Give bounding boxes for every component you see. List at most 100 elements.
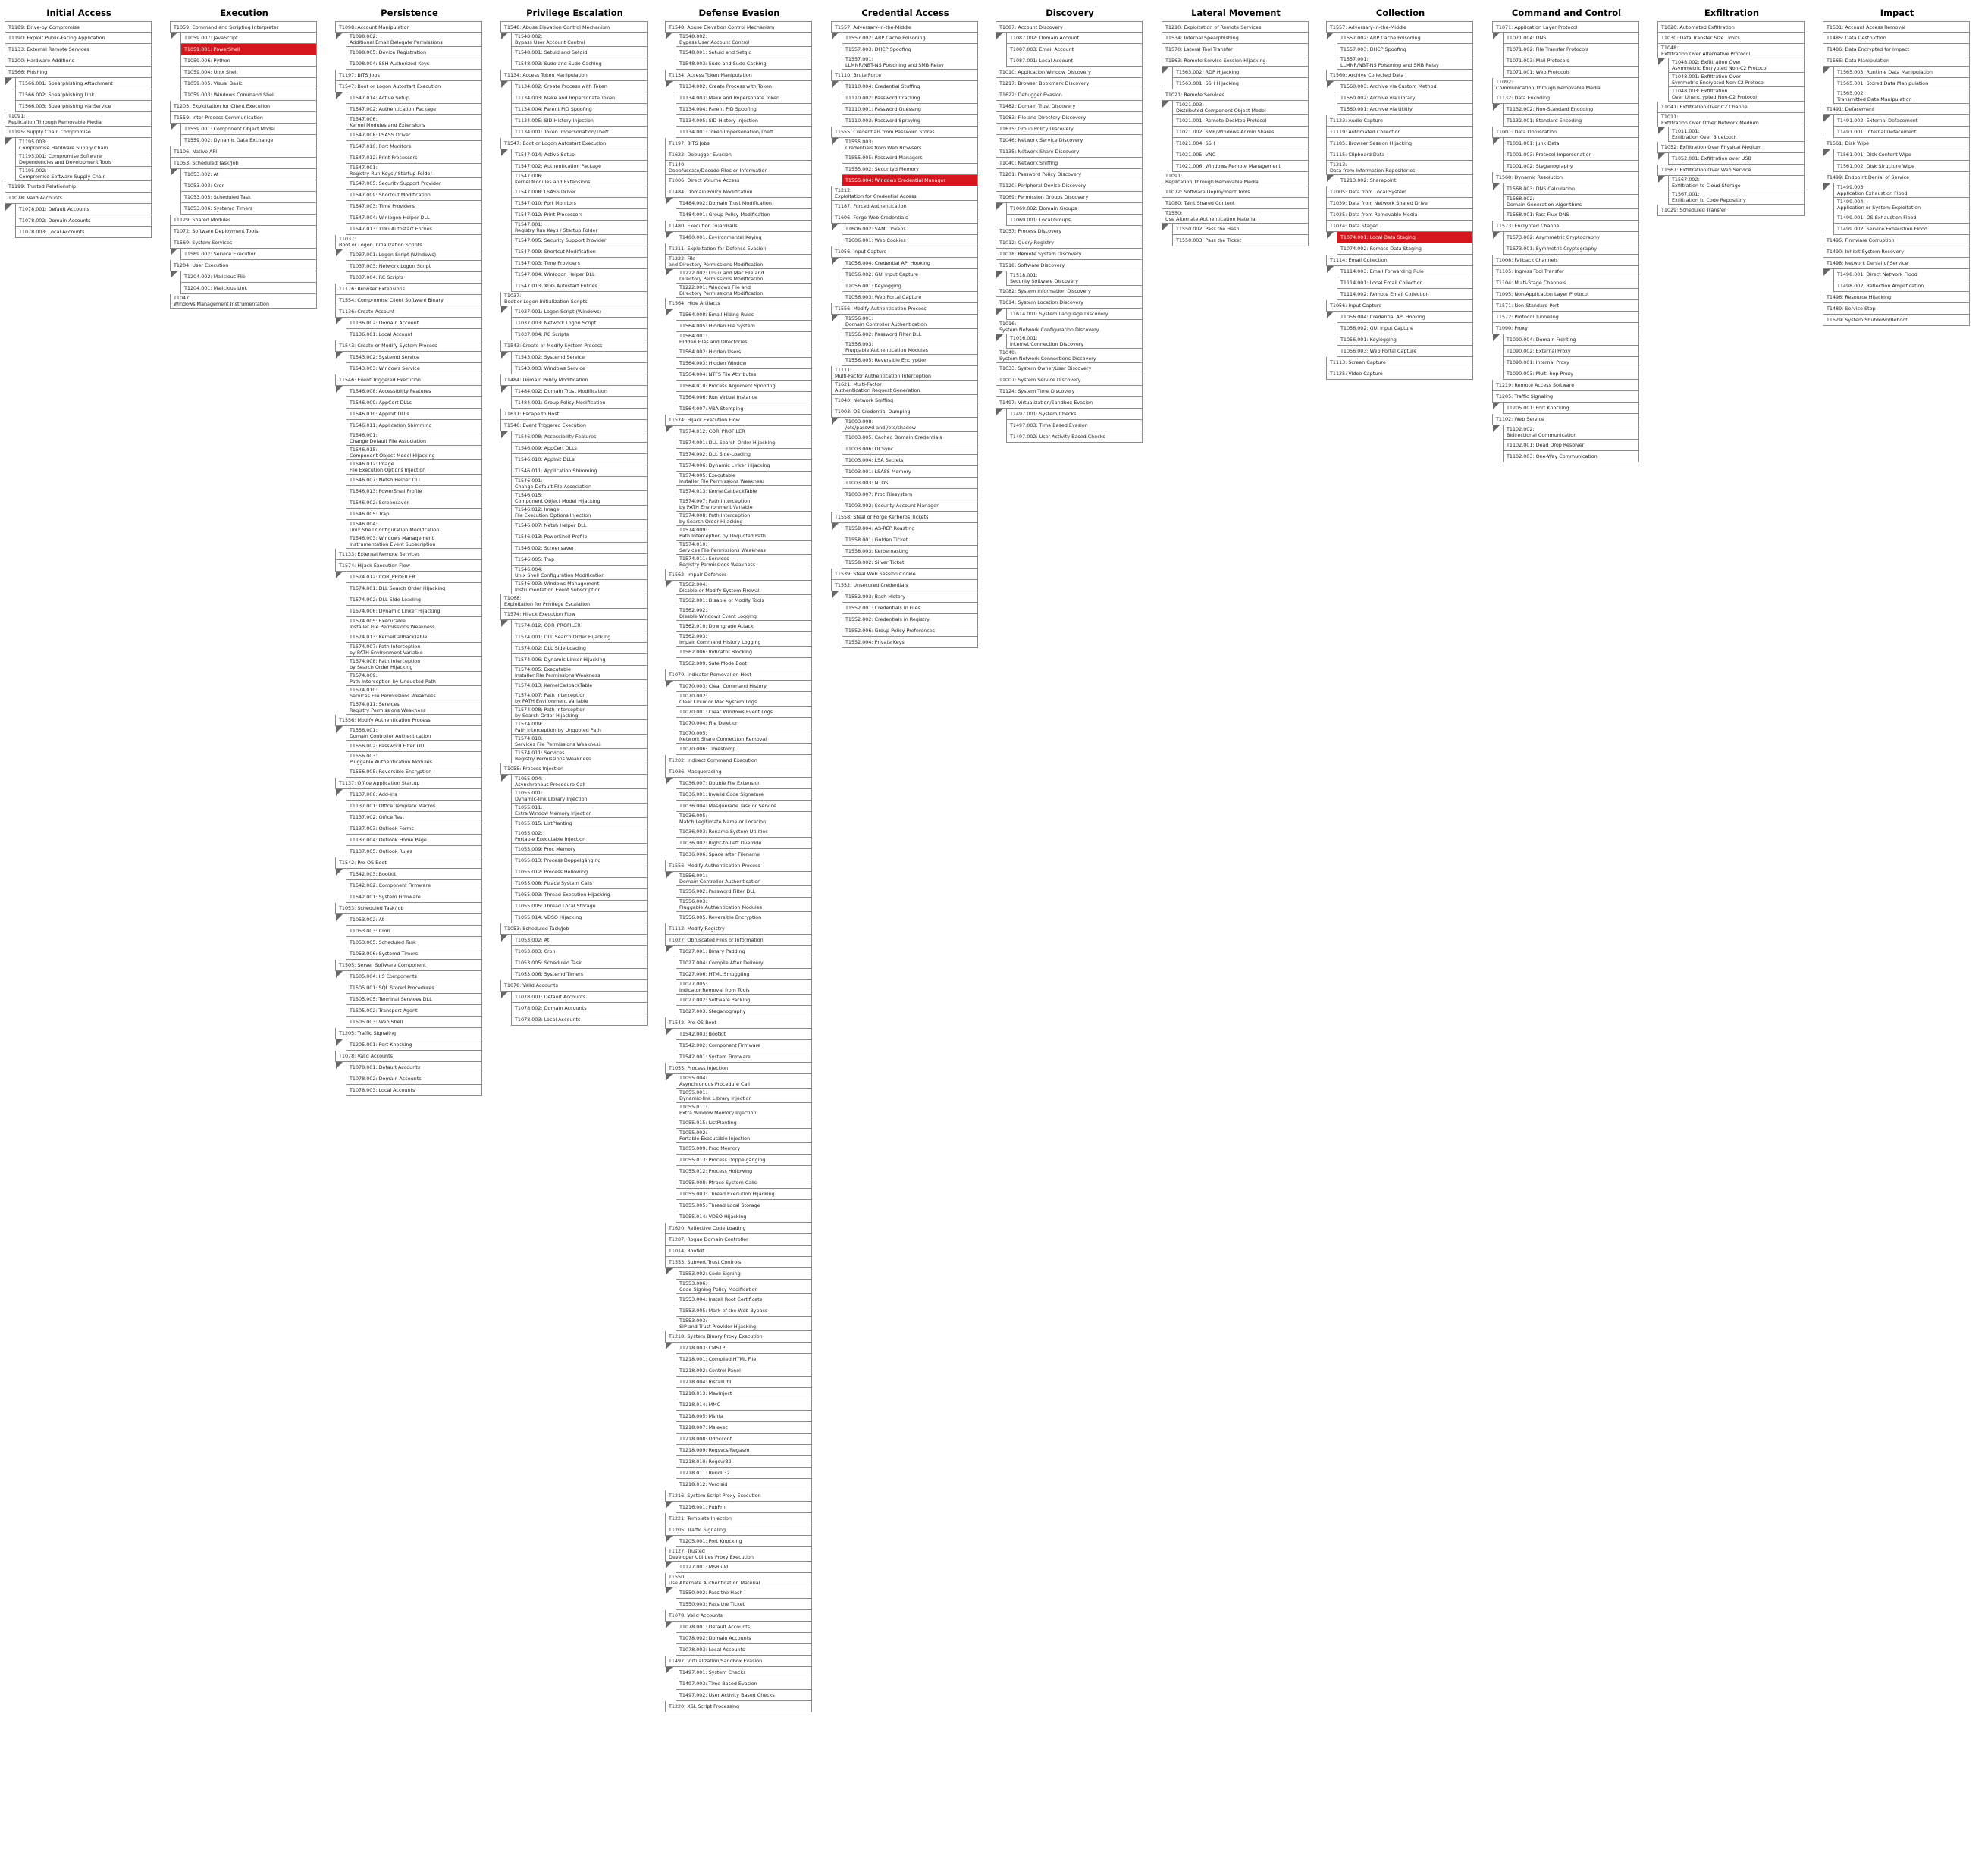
sub-technique-cell[interactable]: T1557.003: DHCP Spoofing [1337,44,1473,55]
sub-technique-cell[interactable]: T1036.003: Rename System Utilities [676,826,812,838]
technique-cell[interactable]: T1190: Exploit Public-Facing Application [5,33,152,44]
sub-technique-cell[interactable]: T1558.002: Silver Ticket [842,557,978,569]
sub-technique-cell[interactable]: T1550.003: Pass the Ticket [1172,235,1309,246]
sub-technique-cell[interactable]: T1055.013: Process Doppelgänging [676,1155,812,1166]
technique-cell[interactable]: T1072: Software Deployment Tools [170,226,317,237]
technique-cell[interactable]: T1622: Debugger Evasion [996,89,1143,101]
technique-cell[interactable]: T1203: Exploitation for Client Execution [170,101,317,112]
sub-technique-cell[interactable]: T1087.003: Email Account [1006,44,1143,55]
technique-cell[interactable]: T1133: External Remote Services [5,44,152,55]
technique-cell[interactable]: T1014: Rootkit [665,1246,812,1257]
sub-technique-cell[interactable]: T1078.002: Domain Accounts [346,1073,482,1085]
sub-technique-cell[interactable]: T1218.004: InstallUtil [676,1377,812,1388]
sub-technique-cell[interactable]: T1053.003: Cron [180,180,317,192]
sub-technique-cell[interactable]: T1497.003: Time Based Evasion [676,1678,812,1690]
sub-technique-cell[interactable]: T1546.007: Netsh Helper DLL [346,475,482,486]
sub-technique-cell[interactable]: T1555.004: Windows Credential Manager [842,175,978,186]
sub-technique-cell[interactable]: T1491.001: Internal Defacement [1833,127,1970,138]
sub-technique-cell[interactable]: T1574.012: COR_PROFILER [346,572,482,583]
technique-cell[interactable]: T1105: Ingress Tool Transfer [1492,266,1639,277]
sub-technique-cell[interactable]: T1546.008: Accessibility Features [511,431,648,443]
sub-technique-cell[interactable]: T1021.005: VNC [1172,149,1309,161]
sub-technique-cell[interactable]: T1505.001: SQL Stored Procedures [346,982,482,994]
sub-technique-cell[interactable]: T1055.011: Extra Window Memory Injection [676,1103,812,1117]
sub-technique-cell[interactable]: T1195.001: Compromise Software Dependenci… [15,152,152,167]
technique-cell[interactable]: T1040: Network Sniffing [831,395,978,406]
sub-technique-cell[interactable]: T1568.003: DNS Calculation [1503,183,1639,195]
sub-technique-cell[interactable]: T1543.003: Windows Service [511,363,648,374]
sub-technique-cell[interactable]: T1499.003: Application Exhaustion Flood [1833,183,1970,198]
sub-technique-cell[interactable]: T1134.001: Token Impersonation/Theft [511,127,648,138]
sub-technique-cell[interactable]: T1557.001: LLMNR/NBT-NS Poisoning and SMB… [842,55,978,70]
technique-cell[interactable]: T1222: File and Directory Permissions Mod… [665,255,812,269]
technique-cell[interactable]: T1037: Boot or Logon Initialization Scrip… [335,235,482,249]
sub-technique-cell[interactable]: T1546.011: Application Shimming [346,420,482,431]
sub-technique-cell[interactable]: T1564.003: Hidden Window [676,358,812,369]
sub-technique-cell[interactable]: T1218.002: Control Panel [676,1365,812,1377]
technique-cell[interactable]: T1210: Exploitation of Remote Services [1162,21,1309,33]
sub-technique-cell[interactable]: T1137.005: Outlook Rules [346,846,482,857]
sub-technique-cell[interactable]: T1069.001: Local Groups [1006,215,1143,226]
technique-cell[interactable]: T1560: Archive Collected Data [1326,70,1473,81]
technique-cell[interactable]: T1078: Valid Accounts [5,193,152,204]
technique-cell[interactable]: T1057: Process Discovery [996,226,1143,237]
sub-technique-cell[interactable]: T1497.003: Time Based Evasion [1006,420,1143,431]
technique-cell[interactable]: T1110: Brute Force [831,70,978,81]
technique-cell[interactable]: T1558: Steal or Forge Kerberos Tickets [831,512,978,523]
sub-technique-cell[interactable]: T1056.004: Credential API Hooking [842,258,978,269]
technique-cell[interactable]: T1125: Video Capture [1326,368,1473,380]
sub-technique-cell[interactable]: T1548.002: Bypass User Account Control [511,33,648,47]
technique-cell[interactable]: T1091: Replication Through Removable Medi… [5,112,152,127]
sub-technique-cell[interactable]: T1546.012: Image File Execution Options I… [346,460,482,475]
sub-technique-cell[interactable]: T1070.002: Clear Linux or Mac System Logs [676,692,812,707]
sub-technique-cell[interactable]: T1078.002: Domain Accounts [511,1003,648,1014]
technique-cell[interactable]: T1039: Data from Network Shared Drive [1326,198,1473,209]
sub-technique-cell[interactable]: T1553.003: SIP and Trust Provider Hijacki… [676,1317,812,1331]
sub-technique-cell[interactable]: T1078.003: Local Accounts [511,1014,648,1026]
technique-cell[interactable]: T1205: Traffic Signaling [1492,391,1639,403]
sub-technique-cell[interactable]: T1574.012: COR_PROFILER [676,426,812,437]
technique-cell[interactable]: T1049: System Network Connections Discove… [996,349,1143,363]
sub-technique-cell[interactable]: T1556.001: Domain Controller Authenticati… [676,872,812,886]
sub-technique-cell[interactable]: T1546.013: PowerShell Profile [346,486,482,497]
sub-technique-cell[interactable]: T1574.011: Services Registry Permissions … [346,700,482,715]
technique-cell[interactable]: T1137: Office Application Startup [335,778,482,789]
sub-technique-cell[interactable]: T1074.001: Local Data Staging [1337,232,1473,243]
sub-technique-cell[interactable]: T1614.001: System Language Discovery [1006,309,1143,320]
technique-cell[interactable]: T1041: Exfiltration Over C2 Channel [1657,102,1805,113]
technique-cell[interactable]: T1562: Impair Defenses [665,569,812,581]
technique-cell[interactable]: T1030: Data Transfer Size Limits [1657,33,1805,44]
technique-cell[interactable]: T1557: Adversary-in-the-Middle [831,21,978,33]
sub-technique-cell[interactable]: T1134.004: Parent PID Spoofing [676,104,812,115]
sub-technique-cell[interactable]: T1204.002: Malicious File [180,271,317,283]
sub-technique-cell[interactable]: T1056.002: GUI Input Capture [842,269,978,280]
sub-technique-cell[interactable]: T1110.004: Credential Stuffing [842,81,978,92]
sub-technique-cell[interactable]: T1055.002: Portable Executable Injection [511,829,648,844]
sub-technique-cell[interactable]: T1560.002: Archive via Library [1337,92,1473,104]
technique-cell[interactable]: T1547: Boot or Logon Autostart Execution [335,81,482,92]
technique-cell[interactable]: T1195: Supply Chain Compromise [5,127,152,138]
sub-technique-cell[interactable]: T1001.003: Protocol Impersonation [1503,149,1639,161]
sub-technique-cell[interactable]: T1542.001: System Firmware [346,891,482,903]
technique-cell[interactable]: T1484: Domain Policy Modification [500,374,648,386]
sub-technique-cell[interactable]: T1222.001: Windows File and Directory Per… [676,284,812,298]
sub-technique-cell[interactable]: T1567.001: Exfiltration to Code Repositor… [1668,190,1805,205]
technique-cell[interactable]: T1563: Remote Service Session Hijacking [1162,55,1309,67]
sub-technique-cell[interactable]: T1548.001: Setuid and Setgid [676,47,812,58]
technique-cell[interactable]: T1550: Use Alternate Authentication Mater… [665,1573,812,1587]
sub-technique-cell[interactable]: T1110.002: Password Cracking [842,92,978,104]
technique-cell[interactable]: T1499: Endpoint Denial of Service [1823,172,1970,183]
sub-technique-cell[interactable]: T1547.006: Kernel Modules and Extensions [346,115,482,130]
sub-technique-cell[interactable]: T1569.002: Service Execution [180,249,317,260]
sub-technique-cell[interactable]: T1553.004: Install Root Certificate [676,1294,812,1305]
sub-technique-cell[interactable]: T1003.008:/etc/passwd and /etc/shadow [842,418,978,432]
sub-technique-cell[interactable]: T1564.001: Hidden Files and Directories [676,332,812,346]
sub-technique-cell[interactable]: T1574.010: Services File Permissions Weak… [511,735,648,749]
sub-technique-cell[interactable]: T1547.001: Registry Run Keys / Startup Fo… [511,221,648,235]
sub-technique-cell[interactable]: T1137.002: Office Test [346,812,482,823]
technique-cell[interactable]: T1553: Subvert Trust Controls [665,1257,812,1268]
technique-cell[interactable]: T1005: Data from Local System [1326,186,1473,198]
technique-cell[interactable]: T1074: Data Staged [1326,221,1473,232]
sub-technique-cell[interactable]: T1102.002: Bidirectional Communication [1503,425,1639,440]
sub-technique-cell[interactable]: T1542.003: Bootkit [676,1029,812,1040]
